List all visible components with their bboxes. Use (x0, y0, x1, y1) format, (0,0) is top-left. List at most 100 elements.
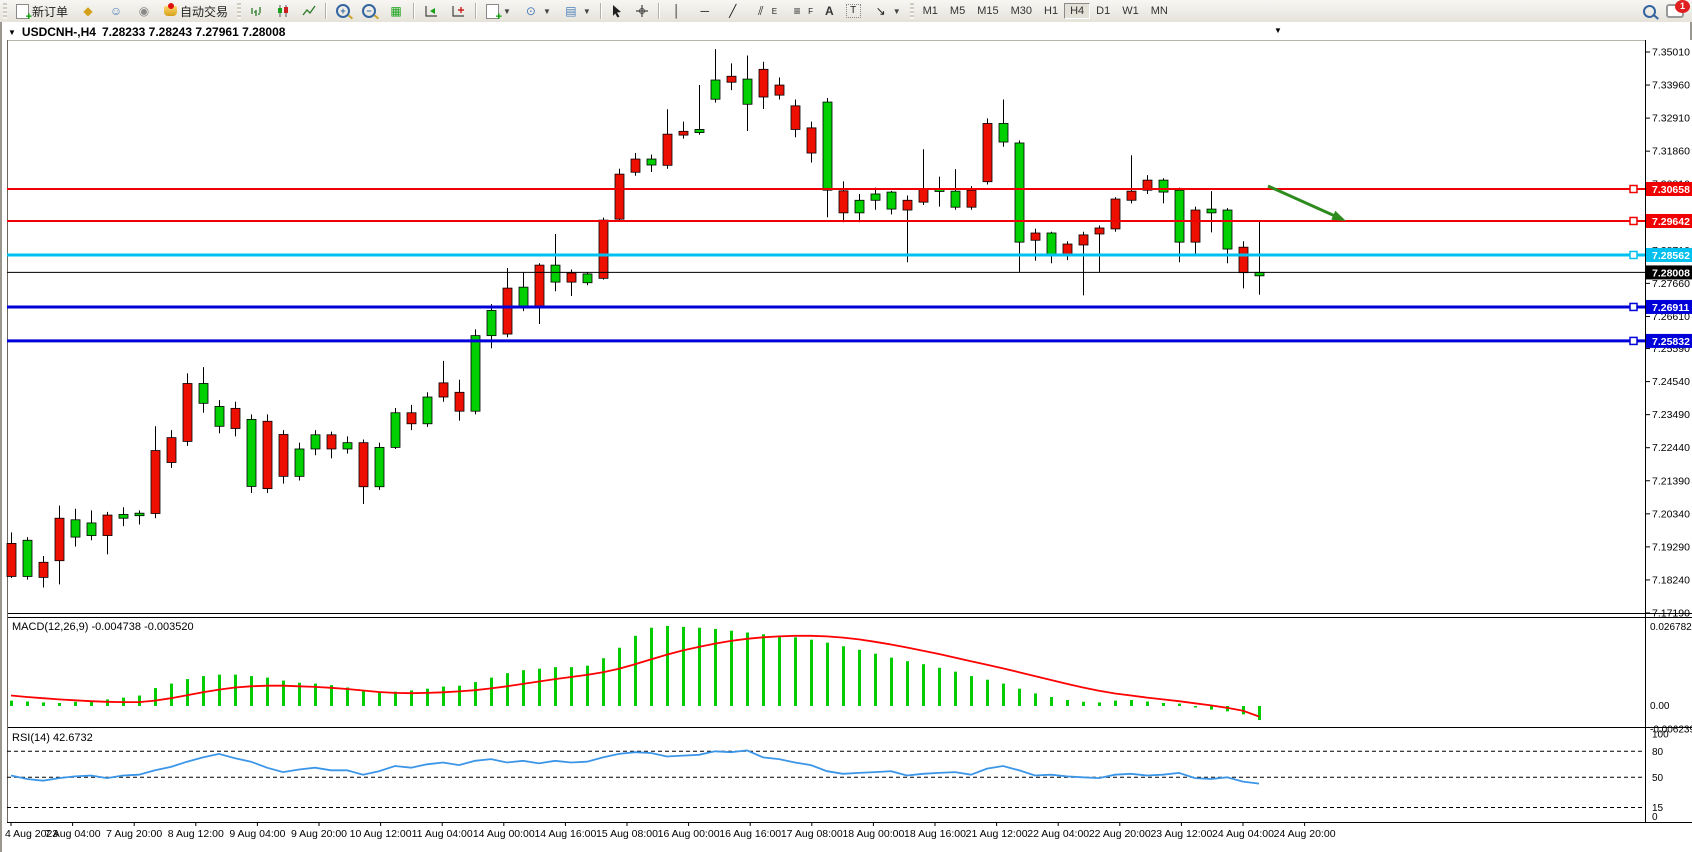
chart-shift-button[interactable] (446, 0, 471, 22)
channel-tool-button[interactable]: ⫽ E (748, 0, 782, 22)
search-icon[interactable] (1643, 4, 1656, 18)
timeframe-d1[interactable]: D1 (1096, 5, 1111, 17)
auto-trading-label: 自动交易 (180, 4, 229, 19)
chart-canvas[interactable]: 7.350107.339607.329107.318607.308107.297… (2, 40, 1692, 852)
timeframe-group: M1 M5 M15 M30 H1 H4 D1 W1 MN (917, 3, 1174, 19)
template-icon: ▤ (565, 4, 577, 18)
timeframe-m5[interactable]: M5 (949, 5, 966, 17)
candle-body (6, 543, 17, 577)
toolbar-separator (413, 3, 416, 19)
fibonacci-icon: ≡ (793, 4, 801, 18)
periods-button[interactable]: ⊙ ▼ (518, 0, 556, 22)
signals-button[interactable]: ◉ (131, 0, 157, 22)
candle-body (886, 191, 897, 210)
time-tick-label: 23 Aug 12:00 (1150, 828, 1212, 840)
macd-histogram-bar (826, 642, 829, 706)
zoom-in-button[interactable]: + (331, 0, 355, 22)
tile-windows-button[interactable]: ▦ (383, 0, 409, 22)
candle-body (806, 127, 817, 154)
auto-trading-icon (164, 3, 178, 16)
vertical-line-tool-button[interactable]: │ (664, 0, 690, 22)
toolbar-separator (599, 3, 602, 19)
candle-body (1190, 209, 1201, 243)
timeframe-h4[interactable]: H4 (1064, 3, 1091, 19)
cursor-icon (612, 5, 621, 18)
timeframe-h1[interactable]: H1 (1044, 5, 1059, 17)
line-chart-button[interactable] (297, 0, 321, 22)
auto-trading-button[interactable]: 自动交易 (159, 0, 233, 22)
arrows-tool-button[interactable]: ↘ ▼ (868, 0, 906, 22)
channel-letter: E (771, 6, 778, 16)
price-tick-label: 7.20340 (1652, 508, 1690, 520)
zoom-out-icon: − (362, 4, 377, 18)
fibonacci-tool-button[interactable]: ≡ F (784, 0, 818, 22)
bar-chart-icon (251, 7, 261, 16)
horizontal-line-tool-button[interactable]: ─ (692, 0, 718, 22)
candle-body (630, 158, 641, 173)
time-tick-label: 17 Aug 08:00 (781, 828, 843, 840)
timeframe-w1[interactable]: W1 (1122, 5, 1139, 17)
chevron-down-icon: ▼ (582, 6, 591, 16)
candle-body (918, 188, 929, 203)
candle-body (230, 407, 241, 429)
candle-body (390, 412, 401, 448)
macd-histogram-bar (1050, 697, 1053, 706)
new-order-button[interactable]: + 新订单 (11, 0, 73, 22)
macd-histogram-bar (1098, 702, 1101, 706)
macd-histogram-bar (1034, 693, 1037, 706)
macd-histogram-bar (538, 668, 541, 706)
text-label-tool-button[interactable]: T (841, 0, 866, 22)
trendline-tool-button[interactable]: ╱ (720, 0, 746, 22)
candle-body (534, 264, 545, 309)
timeframe-m30[interactable]: M30 (1010, 5, 1032, 17)
cursor-tool-button[interactable] (606, 0, 628, 22)
macd-histogram-bar (26, 701, 29, 706)
crosshair-tool-button[interactable] (630, 0, 654, 22)
line-drag-handle[interactable] (1629, 302, 1638, 312)
notifications-icon[interactable]: 1 (1666, 0, 1690, 18)
zoom-out-button[interactable]: − (357, 0, 381, 22)
candle-body (1238, 246, 1249, 274)
line-drag-handle[interactable] (1629, 336, 1638, 346)
bar-chart-button[interactable] (245, 0, 269, 22)
macd-histogram-bar (250, 676, 253, 706)
macd-histogram-bar (1018, 688, 1021, 706)
auto-scroll-button[interactable] (419, 0, 444, 22)
tile-windows-icon: ▦ (390, 4, 402, 18)
one-click-menu-triangle-icon[interactable]: ▼ (1274, 26, 1282, 35)
line-drag-handle[interactable] (1629, 184, 1638, 194)
macd-histogram-bar (74, 701, 77, 706)
macd-histogram-bar (298, 682, 301, 706)
candle-body (790, 105, 801, 130)
candle-body (566, 272, 577, 283)
timeframe-m15[interactable]: M15 (977, 5, 999, 17)
timeframe-mn[interactable]: MN (1150, 5, 1168, 17)
macd-histogram-bar (394, 691, 397, 706)
candle-body (54, 517, 65, 562)
chart-menu-triangle-icon[interactable]: ▼ (8, 27, 16, 37)
candle-body (1158, 179, 1169, 193)
macd-histogram-bar (858, 649, 861, 706)
candle-body (726, 75, 737, 83)
templates-button[interactable]: ▤ ▼ (558, 0, 596, 22)
text-tool-button[interactable]: A (820, 0, 839, 22)
chart-window: ▼ USDCNH-,H4 7.28233 7.28243 7.27961 7.2… (0, 22, 1692, 852)
arrow-annotation-head[interactable] (1331, 210, 1346, 221)
chart-symbol-period: USDCNH-,H4 (21, 25, 96, 39)
macd-histogram-bar (874, 653, 877, 706)
candlestick-chart-button[interactable] (271, 0, 295, 22)
toolbar-separator (325, 3, 328, 19)
timeframe-m1[interactable]: M1 (922, 5, 938, 17)
arrow-annotation-shaft[interactable] (1267, 184, 1338, 219)
candle-body (70, 519, 81, 538)
line-drag-handle[interactable] (1629, 250, 1638, 260)
macd-histogram-bar (58, 703, 61, 706)
price-tick-label: 7.22440 (1652, 442, 1690, 454)
line-drag-handle[interactable] (1629, 216, 1638, 226)
market-watch-button[interactable]: ◆ (75, 0, 101, 22)
data-window-button[interactable]: ☺ (103, 0, 129, 22)
price-level-label: 7.30658 (1652, 184, 1690, 196)
macd-histogram-bar (282, 680, 285, 706)
indicators-button[interactable]: + ▼ (481, 0, 516, 22)
